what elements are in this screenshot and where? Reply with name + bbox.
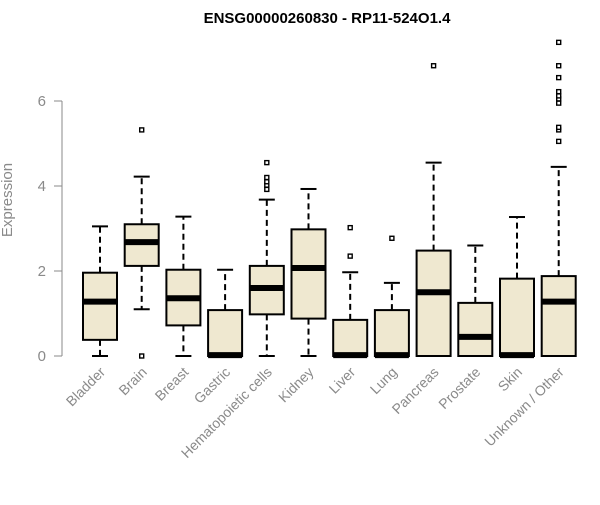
- chart-title: ENSG00000260830 - RP11-524O1.4: [204, 10, 451, 27]
- box-group: [415, 63, 452, 358]
- x-tick-label: Prostate: [435, 364, 483, 412]
- y-axis-label: Expression: [0, 163, 16, 237]
- y-tick-label: 0: [38, 348, 46, 365]
- outlier-point: [556, 138, 562, 145]
- outlier-point: [556, 74, 562, 81]
- x-tick-label: Brain: [115, 364, 149, 398]
- outlier-point: [264, 186, 270, 193]
- x-tick-label: Bladder: [63, 364, 109, 410]
- box-group: [207, 268, 244, 359]
- x-tick-label: Unknown / Other: [481, 364, 567, 450]
- box-group: [165, 215, 202, 357]
- y-tick-label: 4: [38, 178, 46, 195]
- outlier-point: [556, 100, 562, 106]
- outlier-point: [430, 63, 437, 69]
- y-axis: 0 2 4 6: [38, 93, 63, 365]
- outlier-point: [138, 353, 145, 359]
- box-group: [373, 235, 410, 359]
- outlier-point: [264, 179, 270, 185]
- box-iqr: [207, 309, 244, 358]
- box-iqr: [332, 318, 369, 357]
- x-tick-label: Kidney: [275, 364, 317, 406]
- outlier-point: [556, 88, 562, 95]
- x-tick-label: Lung: [367, 364, 400, 397]
- box-group: [332, 224, 369, 359]
- box-group: [457, 244, 494, 357]
- box-group: [499, 216, 535, 359]
- box-iqr: [373, 309, 410, 358]
- outlier-point: [347, 253, 353, 259]
- box-iqr: [457, 301, 494, 357]
- outlier-point: [556, 93, 562, 99]
- box-series: [82, 39, 577, 359]
- box-iqr: [499, 277, 535, 357]
- box-group: [540, 39, 577, 358]
- y-tick-label: 6: [38, 93, 46, 110]
- x-tick-label: Skin: [495, 364, 526, 395]
- outlier-point: [389, 235, 395, 241]
- box-group: [248, 159, 285, 357]
- outlier-point: [138, 127, 145, 133]
- box-group: [290, 187, 327, 357]
- outlier-point: [347, 224, 353, 231]
- outlier-point: [264, 159, 270, 166]
- x-tick-label: Liver: [326, 364, 359, 397]
- box-iqr: [82, 271, 118, 341]
- box-group: [123, 127, 160, 359]
- outlier-point: [264, 174, 270, 181]
- box-iqr: [540, 275, 577, 358]
- box-iqr: [415, 249, 452, 358]
- box-iqr: [290, 228, 327, 320]
- outlier-point: [556, 124, 562, 131]
- outlier-point: [556, 39, 562, 46]
- y-tick-label: 2: [38, 263, 46, 280]
- outlier-point: [556, 63, 562, 69]
- box-group: [82, 225, 118, 357]
- x-tick-label: Breast: [152, 364, 192, 404]
